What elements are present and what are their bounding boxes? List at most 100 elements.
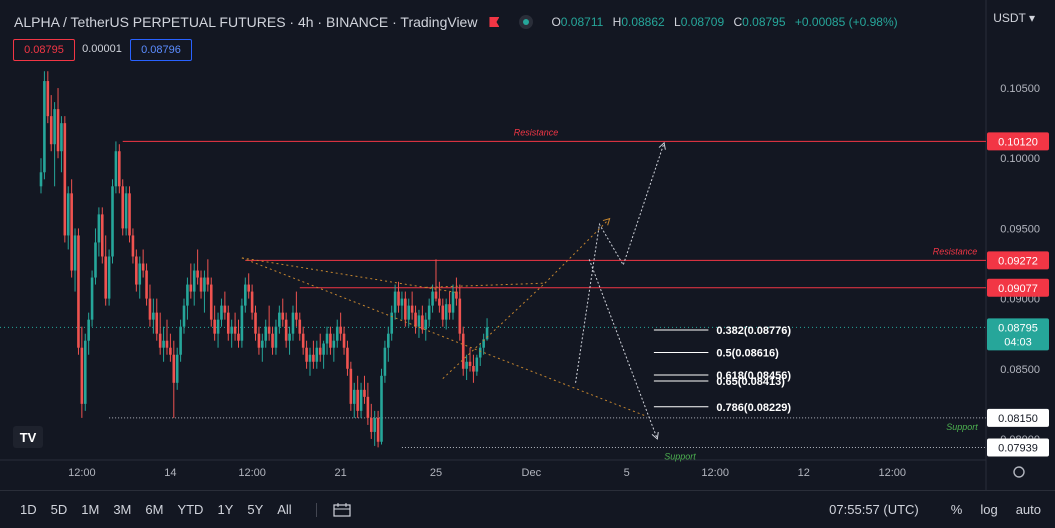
- range-3m[interactable]: 3M: [113, 502, 132, 517]
- candle-body: [230, 326, 233, 334]
- candle-body: [169, 347, 172, 355]
- x-tick-label: 5: [624, 467, 630, 479]
- candle-body: [298, 319, 302, 334]
- candle-body: [417, 315, 421, 327]
- candle-body: [118, 151, 121, 187]
- candle-body: [104, 256, 107, 299]
- candle-body: [111, 186, 114, 257]
- range-1y[interactable]: 1Y: [217, 502, 234, 517]
- candle-body: [356, 389, 359, 411]
- projection-arrow: [575, 142, 665, 383]
- candle-body: [312, 354, 315, 362]
- candle-body: [196, 270, 199, 278]
- candle-body: [247, 284, 251, 292]
- candle-body: [77, 235, 80, 348]
- settings-icon[interactable]: [1013, 466, 1025, 478]
- candle-body: [369, 417, 373, 432]
- candle-body: [288, 333, 291, 341]
- candle-body: [56, 109, 60, 152]
- tradingview-logo[interactable]: TV: [13, 426, 43, 448]
- candle-body: [206, 277, 210, 285]
- candle-body: [352, 389, 356, 404]
- range-buttons: 1D 5D 1M 3M 6M YTD 1Y 5Y All: [20, 502, 292, 517]
- candle-body: [233, 326, 237, 334]
- candle-body: [451, 291, 455, 313]
- candle-body: [434, 291, 438, 299]
- candle-body: [274, 326, 278, 348]
- candle-body: [407, 305, 411, 320]
- candle-body: [220, 305, 223, 320]
- log-scale-toggle[interactable]: log: [980, 502, 998, 517]
- sell-price-button[interactable]: 0.08795: [13, 39, 75, 61]
- price-label-bg: [987, 251, 1049, 270]
- candle-body: [482, 339, 485, 348]
- candle-body: [172, 354, 176, 383]
- candle-body: [380, 375, 383, 442]
- range-1m[interactable]: 1M: [81, 502, 100, 517]
- bottom-toolbar: 1D 5D 1M 3M 6M YTD 1Y 5Y All 07:55:57 (U…: [0, 490, 1055, 528]
- fib-level-label: 0.5(0.08616): [716, 347, 779, 359]
- symbol-title[interactable]: ALPHA / TetherUS PERPETUAL FUTURES · 4h …: [14, 14, 478, 30]
- candle-body: [53, 109, 56, 145]
- candle-body: [271, 333, 274, 348]
- candle-body: [237, 333, 240, 341]
- candle-body: [359, 389, 363, 411]
- last-price-label-bg: [987, 318, 1049, 351]
- candle-body: [107, 256, 111, 299]
- candle-body: [145, 270, 148, 299]
- candle-body: [318, 347, 322, 355]
- candle-body: [387, 333, 390, 348]
- candle-body: [83, 340, 87, 404]
- candle-body: [390, 312, 394, 334]
- auto-scale-toggle[interactable]: auto: [1015, 502, 1041, 517]
- range-5d[interactable]: 5D: [50, 502, 68, 517]
- candle-body: [209, 284, 213, 320]
- candle-body: [431, 291, 434, 306]
- candle-body: [281, 312, 285, 320]
- resistance-price-label: 0.10120: [998, 136, 1038, 148]
- candle-body: [73, 235, 77, 271]
- currency-selector[interactable]: USDT ▾: [993, 11, 1035, 25]
- candle-body: [315, 347, 319, 362]
- range-6m[interactable]: 6M: [145, 502, 164, 517]
- range-ytd[interactable]: YTD: [177, 502, 204, 517]
- candle-body: [478, 347, 482, 358]
- go-to-date-icon[interactable]: [315, 502, 353, 517]
- candle-body: [152, 312, 155, 320]
- support-price-label: 0.07939: [998, 443, 1038, 455]
- change-readout: +0.00085 (+0.98%): [794, 15, 898, 29]
- candle-body: [254, 312, 257, 334]
- candle-body: [427, 305, 431, 320]
- candle-body: [138, 263, 142, 285]
- chart-header: ALPHA / TetherUS PERPETUAL FUTURES · 4h …: [14, 12, 904, 32]
- spread-value: 0.00001: [82, 43, 122, 55]
- resistance-annotation: Resistance: [514, 127, 559, 137]
- clock-display[interactable]: 07:55:57 (UTC): [829, 502, 919, 517]
- candle-body: [80, 347, 84, 404]
- candle-body: [475, 357, 479, 372]
- trendline: [241, 257, 460, 294]
- range-1d[interactable]: 1D: [20, 502, 37, 517]
- candle-body: [404, 298, 407, 320]
- range-5y[interactable]: 5Y: [247, 502, 264, 517]
- candle-body: [444, 304, 448, 320]
- candle-body: [189, 284, 193, 292]
- candle-body: [226, 312, 230, 334]
- candle-body: [267, 326, 271, 334]
- percent-scale-toggle[interactable]: %: [950, 502, 963, 517]
- buy-price-button[interactable]: 0.08796: [130, 39, 192, 61]
- flag-icon[interactable]: [489, 17, 500, 27]
- candle-body: [43, 81, 46, 173]
- range-all[interactable]: All: [277, 502, 292, 517]
- candle-body: [39, 172, 43, 187]
- candle-body: [49, 116, 53, 145]
- projection-arrowhead: [651, 431, 659, 440]
- bar-countdown-label: 04:03: [1004, 336, 1032, 348]
- candle-body: [100, 214, 104, 257]
- candle-body: [192, 270, 196, 292]
- candle-body: [441, 305, 445, 320]
- candle-body: [182, 305, 186, 327]
- x-tick-label: 25: [430, 467, 442, 479]
- candle-body: [332, 340, 336, 348]
